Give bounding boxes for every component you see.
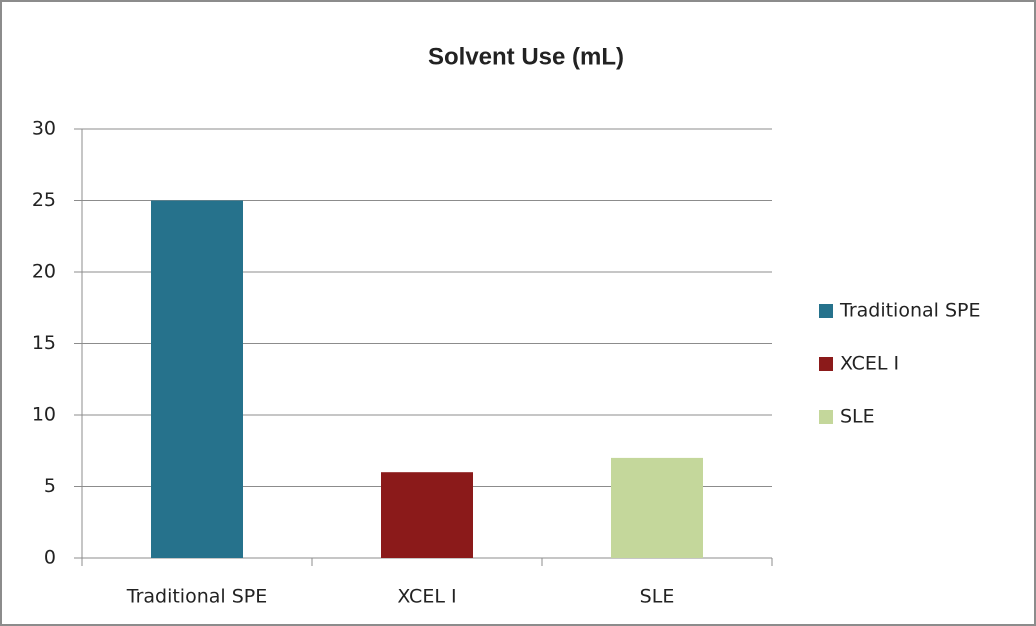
y-tick-label: 10 — [32, 404, 56, 426]
bar — [611, 457, 703, 558]
legend-label: Traditional SPE — [839, 300, 981, 322]
y-tick-label: 20 — [32, 261, 56, 283]
legend-swatch — [819, 410, 833, 424]
bar — [151, 200, 243, 558]
chart-title: Solvent Use (mL) — [428, 43, 624, 70]
x-tick-label: SLE — [640, 586, 675, 608]
legend-label: SLE — [840, 406, 875, 428]
legend-label: XCEL I — [840, 353, 899, 375]
legend-swatch — [819, 357, 833, 371]
y-tick-label: 25 — [32, 189, 56, 211]
y-tick-label: 15 — [32, 332, 56, 354]
x-tick-label: XCEL I — [397, 586, 456, 608]
y-tick-label: 5 — [44, 475, 56, 497]
bar — [381, 472, 473, 558]
x-tick-label: Traditional SPE — [126, 586, 268, 608]
y-tick-label: 0 — [44, 547, 56, 569]
legend-swatch — [819, 304, 833, 318]
y-tick-label: 30 — [32, 118, 56, 140]
